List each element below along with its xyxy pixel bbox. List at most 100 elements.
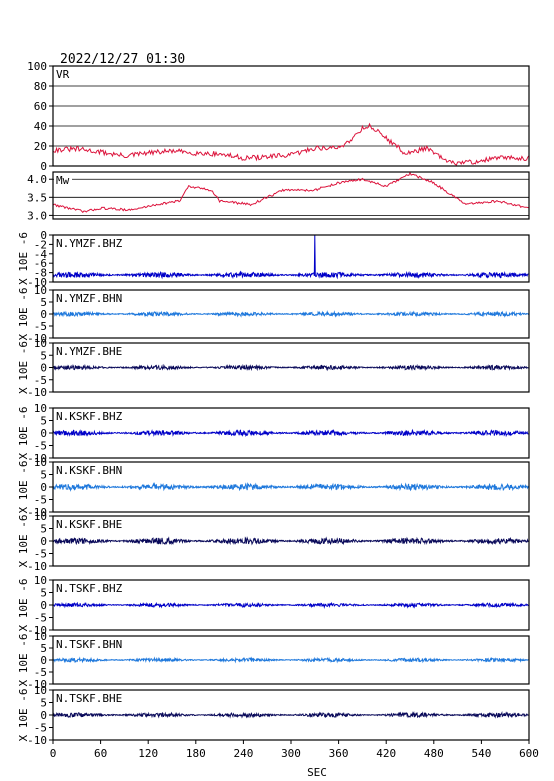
panel-frame <box>52 515 530 567</box>
x-tick-label: 60 <box>94 747 107 760</box>
timestamp-label: 2022/12/27 01:30 <box>60 52 185 67</box>
y-axis-label: X 10E -6 <box>17 579 30 632</box>
y-tick-label: 0 <box>40 362 47 375</box>
y-tick-label: -5 <box>34 612 47 625</box>
label-bg <box>54 581 128 594</box>
series-line-n-tskf-bhz <box>52 601 529 609</box>
panel-frame <box>52 342 530 393</box>
series-line-vr <box>52 122 530 166</box>
series-line-mw <box>52 171 530 214</box>
x-tick-label: 180 <box>186 747 206 760</box>
series-label: N.KSKF.BHN <box>56 464 122 477</box>
x-tick-label: 420 <box>376 747 396 760</box>
y-tick-label: 5 <box>40 697 47 710</box>
series-label: Mw <box>56 174 70 187</box>
y-tick-label: -5 <box>34 320 47 333</box>
y-tick-label: 10 <box>34 510 47 523</box>
y-tick-label: 5 <box>40 642 47 655</box>
y-tick-label: -10 <box>27 332 47 345</box>
series-line-n-ymzf-bhe <box>52 363 529 372</box>
y-tick-label: 10 <box>34 574 47 587</box>
y-tick-label: -5 <box>34 374 47 387</box>
y-tick-label: 100 <box>27 60 47 73</box>
series-label: N.YMZF.BHE <box>56 345 122 358</box>
y-tick-label: -5 <box>34 440 47 453</box>
label-bg <box>54 463 128 476</box>
y-tick-label: 0 <box>40 481 47 494</box>
label-bg <box>54 173 72 186</box>
y-axis-label: X 10E -6 <box>17 407 30 460</box>
series-line-n-tskf-bhe <box>52 710 529 719</box>
x-tick-label: 480 <box>424 747 444 760</box>
label-bg <box>54 637 128 650</box>
series-label: N.KSKF.BHE <box>56 518 122 531</box>
panel-frame <box>52 407 530 459</box>
y-tick-label: 10 <box>34 284 47 297</box>
panel-vr: 0 20 40 60 80 100 VR <box>27 60 530 173</box>
panel-frame <box>52 289 530 339</box>
y-axis-label: X 10E -6 <box>17 689 30 742</box>
y-tick-label: -10 <box>27 506 47 519</box>
panel-frame <box>52 234 530 283</box>
y-tick-label: 3.5 <box>27 191 47 204</box>
y-tick-label: -4 <box>34 248 48 261</box>
y-tick-label: 0 <box>40 308 47 321</box>
panel-frame <box>52 171 530 220</box>
y-tick-label: 4.0 <box>27 173 47 186</box>
y-tick-label: 0 <box>40 229 47 242</box>
y-tick-label: 10 <box>34 630 47 643</box>
series-line-n-kskf-bhe <box>53 536 529 546</box>
label-bg <box>54 691 128 704</box>
x-tick-label: 120 <box>138 747 158 760</box>
y-tick-label: 0 <box>40 599 47 612</box>
series-line-n-tskf-bhn <box>52 656 529 664</box>
x-tick-label: 540 <box>471 747 491 760</box>
y-tick-label: 80 <box>34 80 47 93</box>
label-bg <box>54 236 128 249</box>
series-label: N.KSKF.BHZ <box>56 410 123 423</box>
y-tick-label: 5 <box>40 587 47 600</box>
series-line-n-kskf-bhz <box>52 428 529 438</box>
y-tick-label: -10 <box>27 452 47 465</box>
y-axis-label: X 10E -6 <box>17 634 30 687</box>
panel-frame <box>52 65 530 167</box>
x-axis-label: SEC <box>307 766 327 779</box>
x-tick-label: 300 <box>281 747 301 760</box>
y-axis-label: X 10E -6 <box>17 341 30 394</box>
panel-frame <box>52 635 530 685</box>
series-line-n-kskf-bhn <box>52 482 529 492</box>
y-tick-label: -6 <box>34 257 47 270</box>
y-tick-label: 3.0 <box>27 209 47 222</box>
label-bg <box>54 409 128 422</box>
label-bg <box>54 291 128 304</box>
y-tick-label: 5 <box>40 469 47 482</box>
y-axis-label: X 10E -6 <box>17 288 30 341</box>
panel-frame <box>52 461 530 513</box>
y-tick-label: 60 <box>34 100 47 113</box>
series-line-n-ymzf-bhz <box>52 234 529 280</box>
y-tick-label: -10 <box>27 276 47 289</box>
y-axis-label: X 10E -6 <box>17 515 30 568</box>
label-bg <box>54 517 128 530</box>
y-tick-label: 0 <box>40 654 47 667</box>
y-tick-label: 0 <box>40 709 47 722</box>
x-tick-label: 240 <box>233 747 253 760</box>
series-label: N.TSKF.BHE <box>56 692 122 705</box>
y-tick-label: 0 <box>40 535 47 548</box>
y-tick-label: -8 <box>34 267 47 280</box>
series-label: N.YMZF.BHZ <box>56 237 123 250</box>
y-tick-label: -10 <box>27 678 47 691</box>
y-tick-label: 40 <box>34 120 47 133</box>
panel-frame <box>52 579 530 631</box>
panel-mw: 3.0 3.5 4.0 Mw <box>27 171 530 222</box>
y-tick-label: -5 <box>34 494 47 507</box>
y-axis-label: X 10E -6 <box>17 232 30 285</box>
x-tick-label: 0 <box>50 747 57 760</box>
